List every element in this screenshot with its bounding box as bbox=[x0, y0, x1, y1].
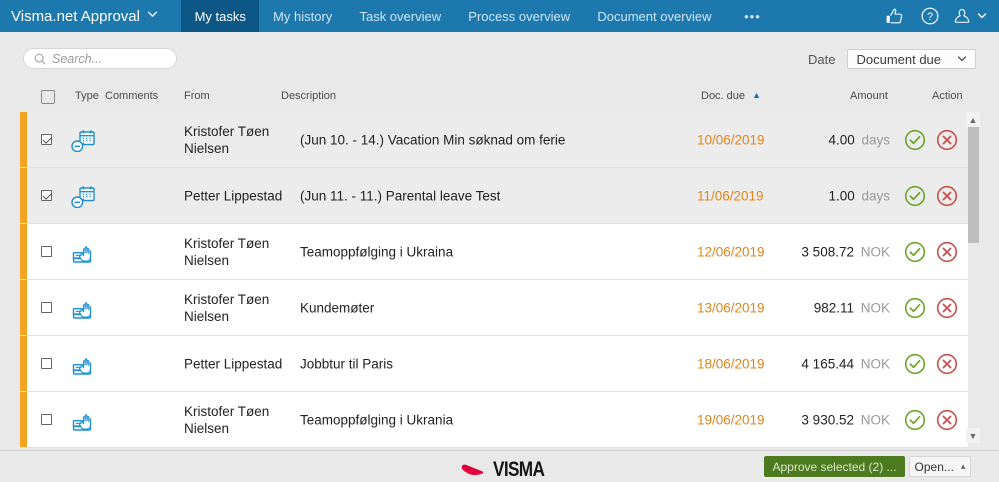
svg-text:?: ? bbox=[927, 11, 933, 23]
